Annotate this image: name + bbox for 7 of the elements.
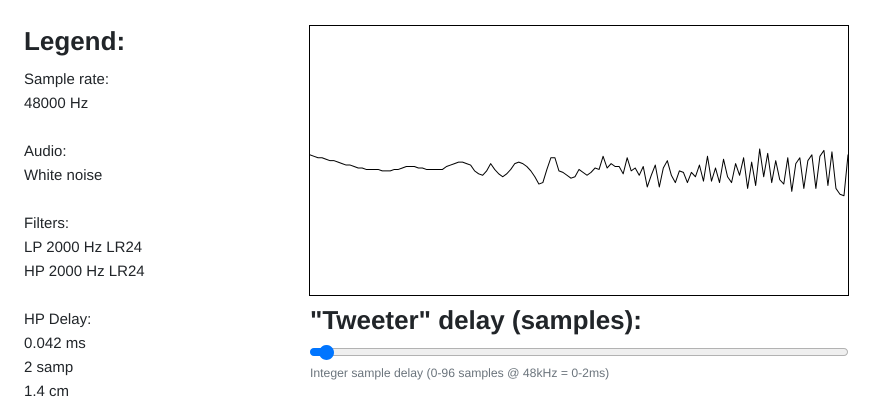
text: Filters: LP 2000 Hz LR24 HP 2000 Hz LR24 [24, 214, 146, 282]
text: HP Delay: 0.042 ms 2 samp 1.4 cm [24, 310, 92, 402]
text: Legend: [24, 26, 126, 57]
text: Sample rate: 48000 Hz [24, 70, 110, 114]
text: "Tweeter" delay (samples): [310, 305, 642, 336]
text: Audio: White noise [24, 142, 104, 186]
text: Integer sample delay (0-96 samples @ 48kHz = 0-2ms) [310, 365, 610, 381]
